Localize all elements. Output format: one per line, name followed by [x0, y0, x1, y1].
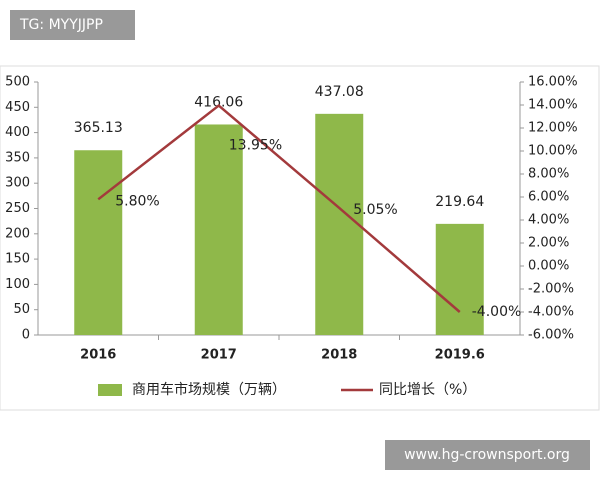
bar	[74, 150, 123, 335]
y2-tick-label: 6.00%	[528, 190, 569, 205]
y-tick-label: 300	[5, 176, 30, 191]
line-value-label: 13.95%	[229, 138, 282, 154]
bar-value-label: 416.06	[194, 94, 243, 110]
y-tick-label: 0	[22, 328, 30, 343]
x-tick-label: 2019.6	[435, 348, 485, 363]
x-tick-label: 2016	[80, 348, 116, 363]
y2-tick-label: 12.00%	[528, 121, 578, 136]
y2-tick-label: -2.00%	[528, 282, 574, 297]
y2-tick-label: 10.00%	[528, 144, 578, 159]
line	[97, 103, 461, 313]
chart-frame	[0, 65, 600, 411]
watermark: TG: MYYJJPP	[19, 17, 103, 33]
legend-label: 商用车市场规模（万辆）	[132, 381, 286, 398]
y-tick-label: 150	[5, 252, 30, 267]
watermark: www.hg-crownsport.org	[404, 447, 570, 463]
bar	[435, 223, 484, 335]
legend-label: 同比增长（%）	[379, 382, 476, 398]
x-tick-label: 2018	[321, 348, 357, 363]
bar-value-label: 365.13	[74, 120, 123, 136]
watermark-box	[10, 10, 135, 40]
bar-value-label: 219.64	[435, 194, 484, 210]
y-tick-label: 500	[5, 75, 30, 90]
legend-swatch	[98, 384, 122, 396]
y2-tick-label: 4.00%	[528, 213, 569, 228]
y-tick-label: 200	[5, 226, 30, 241]
y2-tick-label: 16.00%	[528, 75, 578, 90]
line-value-label: 5.80%	[115, 193, 159, 209]
y-tick-label: 450	[5, 100, 30, 115]
y-tick-label: 400	[5, 125, 30, 140]
y-tick-label: 100	[5, 277, 30, 292]
y2-tick-label: 14.00%	[528, 98, 578, 113]
bar	[194, 124, 243, 336]
line-value-label: 5.05%	[353, 202, 397, 218]
bar-value-label: 437.08	[315, 84, 364, 100]
watermark-box	[385, 440, 590, 470]
y-tick-label: 50	[13, 302, 30, 317]
y2-tick-label: 0.00%	[528, 259, 569, 274]
y2-tick-label: -4.00%	[528, 305, 574, 320]
y-tick-label: 350	[5, 150, 30, 165]
bar	[315, 113, 364, 335]
x-tick-label: 2017	[201, 348, 237, 363]
y2-tick-label: 8.00%	[528, 167, 569, 182]
y2-tick-label: 2.00%	[528, 236, 569, 251]
line-value-label: -4.00%	[472, 304, 522, 320]
y2-tick-label: -6.00%	[528, 328, 574, 343]
y-tick-label: 250	[5, 201, 30, 216]
